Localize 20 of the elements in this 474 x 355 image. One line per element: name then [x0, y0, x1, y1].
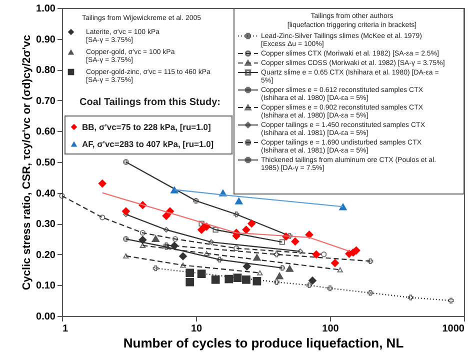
- y-tick-label: 0.40: [36, 188, 56, 200]
- legend-label: AF, σ'vc=283 to 407 kPa, [ru=1.0]: [82, 139, 214, 149]
- x-axis-title: Number of cycles to produce liquefaction, NL: [123, 336, 404, 350]
- y-axis-title: Cyclic stress ratio, CSR, τcy/σ'vc or (σd)cy/2σ'vc: [21, 34, 34, 290]
- y-tick-label: 0.70: [36, 96, 56, 107]
- legend-label: BB, σ'vc=75 to 228 kPa, [ru=1.0]: [82, 122, 211, 132]
- y-tick-label: 0.20: [36, 250, 56, 261]
- x-tick-label: 1000: [442, 324, 465, 334]
- y-tick-label: 1.00: [36, 4, 56, 14]
- y-tick-label: 0.30: [36, 219, 56, 230]
- x-tick-label: 10: [190, 324, 202, 334]
- y-tick-label: 0.50: [36, 158, 56, 168]
- y-tick-label: 0.10: [36, 280, 56, 292]
- y-tick-label: 0.60: [36, 126, 56, 138]
- y-tick-label: 0.90: [36, 34, 56, 46]
- x-tick-label: 100: [322, 324, 340, 334]
- annotation: Coal Tailings from this Study:: [80, 97, 220, 108]
- y-tick-label: 0.00: [36, 312, 56, 322]
- y-tick-label: 0.80: [36, 65, 56, 76]
- x-tick-label: 1: [62, 324, 68, 334]
